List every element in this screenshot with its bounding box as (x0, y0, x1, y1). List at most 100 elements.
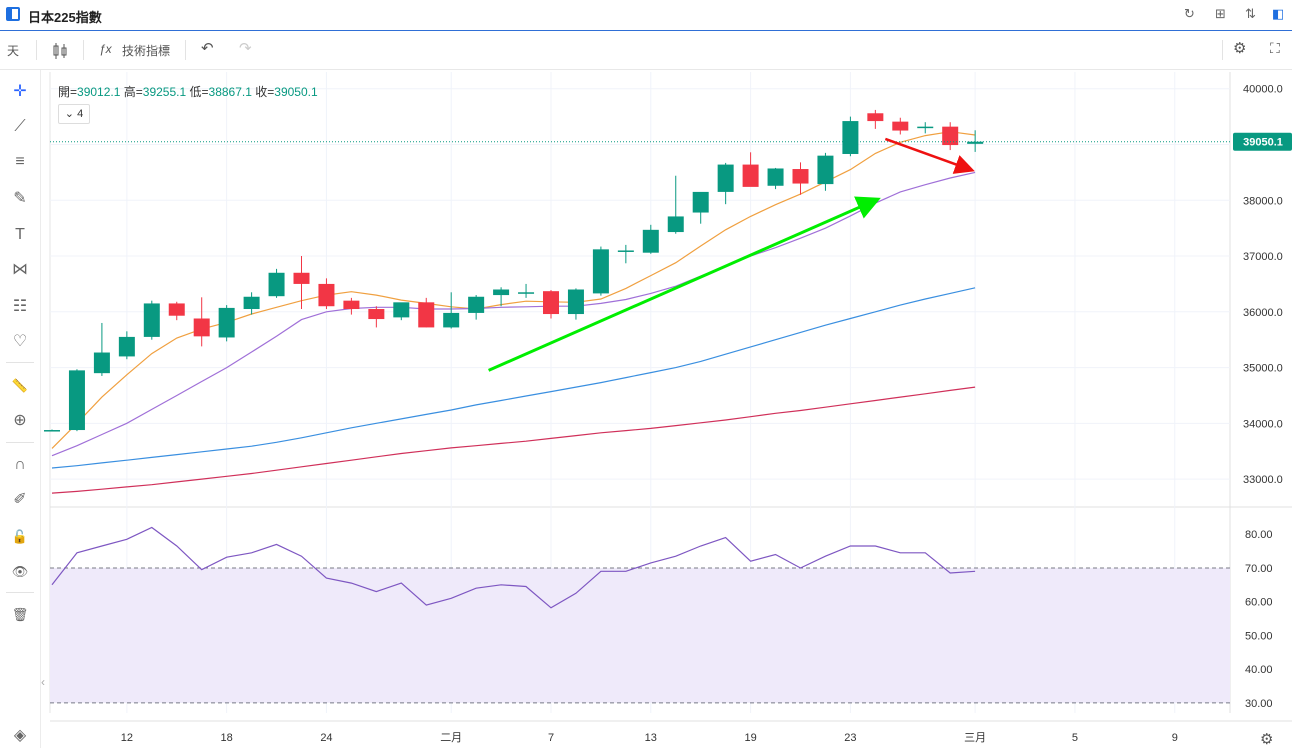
fib-icon[interactable]: ☷ (12, 298, 28, 315)
compare-icon[interactable]: ⇅ (1245, 6, 1256, 21)
title-bar: 日本225指數 ↻ ⊞ ⇅ ◧ (0, 0, 1292, 31)
candle-body (567, 289, 584, 315)
text-icon[interactable]: T (15, 226, 25, 243)
window-title: 日本225指數 (28, 10, 102, 25)
moving-average-line (51, 287, 976, 469)
candle-body (692, 191, 709, 213)
lock-icon[interactable]: 🔓 (11, 529, 29, 544)
candle-body (892, 121, 909, 131)
candle (443, 292, 460, 329)
candle-body (218, 307, 235, 338)
candle (468, 295, 485, 320)
candle-body (767, 168, 784, 186)
lock-pen-icon[interactable]: ✐ (13, 491, 27, 508)
candle (343, 297, 360, 315)
time-tick-label: 7 (548, 732, 554, 744)
candle-body (717, 164, 734, 192)
candle (792, 162, 809, 195)
pattern-icon[interactable]: ⋈ (12, 261, 28, 278)
candle (518, 283, 535, 298)
candle-body (518, 292, 535, 294)
time-tick-label: 23 (844, 732, 856, 744)
heart-icon[interactable]: ♡ (12, 333, 28, 350)
axis-settings-icon: ⚙ (1260, 731, 1273, 748)
eye-icon[interactable]: 👁 (11, 564, 29, 579)
indicator-toggle[interactable]: ⌄ 4 (58, 104, 90, 124)
time-tick-label: 13 (645, 732, 657, 744)
horizontal-lines-icon[interactable]: ≡ (15, 153, 25, 170)
chart-window-icon (6, 7, 20, 21)
trendline-icon[interactable]: ⟋ (14, 118, 26, 135)
candle-type-icon[interactable] (51, 42, 69, 60)
low-label: 低= (189, 85, 209, 99)
divider (36, 40, 37, 60)
moving-average-line (51, 171, 976, 457)
layers-icon[interactable]: ◈ (13, 727, 27, 744)
layout-icon[interactable]: ⊞ (1215, 6, 1226, 21)
ruler-icon[interactable]: 📏 (11, 378, 29, 393)
low-value: 38867.1 (208, 85, 252, 99)
candle-body (967, 141, 984, 144)
crosshair-icon[interactable]: ✛ (13, 83, 27, 100)
candle-body (243, 296, 260, 310)
candle (942, 122, 959, 151)
candle-body (443, 312, 460, 328)
fullscreen-icon[interactable]: ⛶ (1270, 40, 1280, 56)
candle (193, 297, 210, 347)
candle-body (293, 272, 310, 284)
open-label: 開= (58, 85, 78, 99)
candle (493, 287, 510, 307)
candle (567, 288, 584, 320)
zoom-icon[interactable]: ⊕ (13, 412, 27, 429)
price-tick-label: 39000.0 (1243, 140, 1283, 152)
candle (44, 429, 60, 432)
indicator-count: 4 (77, 108, 84, 120)
candle-body (318, 283, 335, 307)
last-price-badge (1233, 132, 1292, 151)
interval-button[interactable]: 天 (7, 44, 20, 58)
candle-body (93, 352, 110, 374)
candle-body (368, 309, 385, 320)
divider (6, 592, 34, 593)
trash-icon[interactable]: 🗑 (11, 607, 29, 622)
open-value: 39012.1 (77, 85, 121, 99)
price-tick-label: 37000.0 (1243, 251, 1283, 263)
rsi-tick-label: 60.00 (1245, 597, 1273, 609)
price-tick-label: 36000.0 (1243, 307, 1283, 319)
time-tick-label: 12 (121, 732, 133, 744)
rsi-tick-label: 40.00 (1245, 664, 1273, 676)
rsi-line (51, 526, 976, 609)
candle (717, 162, 734, 205)
settings-icon[interactable]: ⚙ (1233, 40, 1247, 57)
candle (243, 292, 260, 315)
candle (692, 191, 709, 224)
candle-body (168, 303, 185, 316)
undo-icon[interactable]: ↶ (201, 40, 214, 57)
rsi-tick-label: 50.00 (1245, 630, 1273, 642)
downtrend-arrow (884, 137, 975, 174)
candle-body (44, 430, 60, 432)
candle-body (642, 229, 659, 253)
collapse-arrow-icon[interactable]: ‹ (41, 675, 45, 689)
redo-icon[interactable]: ↷ (239, 40, 252, 57)
candle (543, 290, 559, 319)
candle (93, 322, 110, 376)
candle (118, 331, 135, 360)
time-tick-label: 18 (221, 732, 233, 744)
chevron-down-icon: ⌄ (64, 108, 78, 120)
fullscreen-panel-icon[interactable]: ◧ (1272, 6, 1285, 21)
candle-body (343, 300, 360, 310)
candle (867, 109, 884, 129)
divider (185, 40, 186, 60)
candle (642, 224, 659, 254)
brush-icon[interactable]: ✎ (13, 190, 27, 207)
close-label: 收= (255, 85, 275, 99)
refresh-icon[interactable]: ↻ (1184, 6, 1195, 21)
ohlc-legend: 開=39012.1 高=39255.1 低=38867.1 收=39050.1 (58, 83, 318, 100)
divider (6, 442, 34, 443)
candle-body (393, 302, 410, 318)
candle-body (667, 216, 684, 233)
indicators-button[interactable]: 技術指標 (122, 44, 171, 58)
candle (218, 305, 235, 342)
magnet-icon[interactable]: ∩ (14, 456, 26, 473)
